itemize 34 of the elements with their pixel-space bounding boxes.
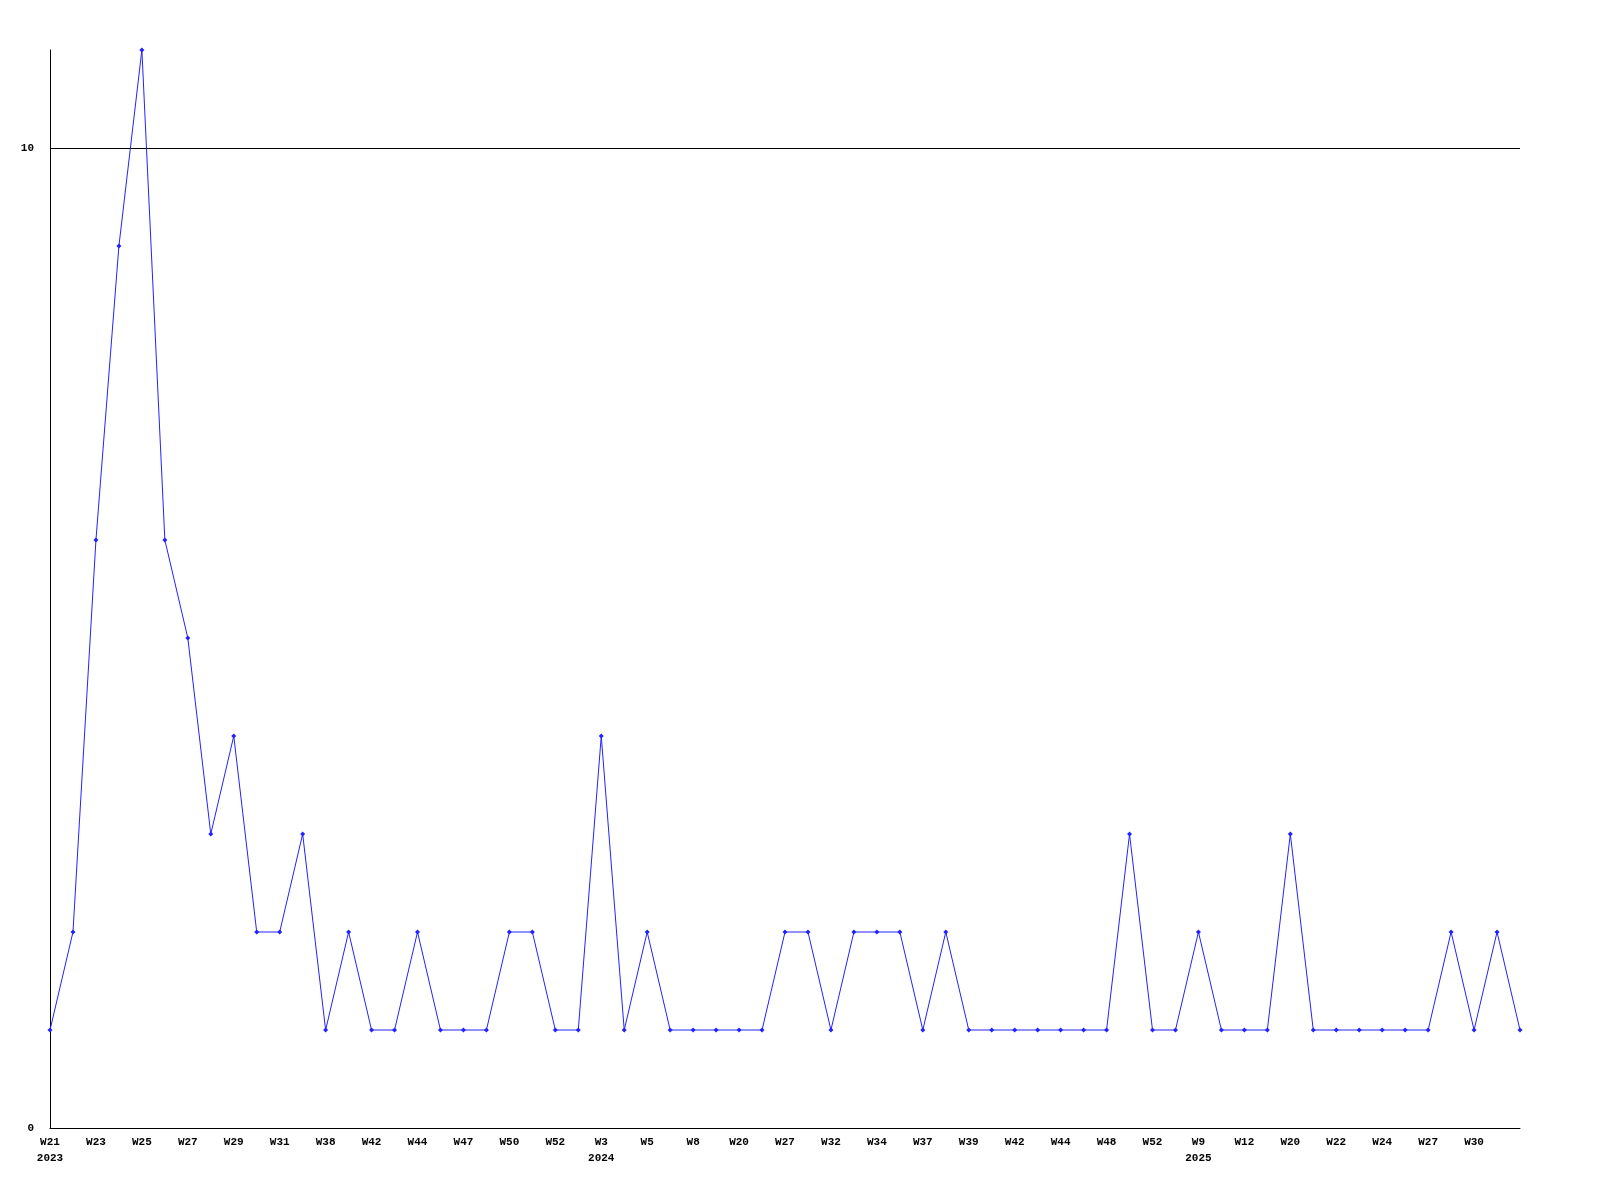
x-tick-label: W25 xyxy=(131,1136,153,1148)
x-tick-label: W50 xyxy=(499,1136,520,1148)
x-tick-label: W23 xyxy=(86,1136,107,1148)
x-tick-label: W22 xyxy=(1326,1136,1347,1148)
x-tick-label: W21 2023 xyxy=(36,1136,64,1164)
x-tick-label: W30 xyxy=(1464,1136,1484,1148)
x-tick-label: W52 xyxy=(545,1136,566,1148)
x-tick-label: W20 xyxy=(729,1136,749,1148)
x-tick-label: W39 xyxy=(958,1136,979,1148)
x-tick-label: W27 xyxy=(775,1136,795,1148)
x-tick-label: W47 xyxy=(453,1136,474,1148)
x-tick-label: W48 xyxy=(1096,1136,1117,1148)
x-tick-label: W42 xyxy=(361,1136,382,1148)
x-tick-label: W44 xyxy=(1050,1136,1071,1148)
x-tick-label: W32 xyxy=(821,1136,841,1148)
x-tick-label: W24 xyxy=(1372,1136,1393,1148)
y-tick-label: 10 xyxy=(20,142,34,154)
x-tick-label: W42 xyxy=(1004,1136,1025,1148)
y-tick-label: 0 xyxy=(27,1122,34,1134)
x-tick-label: W8 xyxy=(686,1136,701,1148)
x-tick-label: W37 xyxy=(912,1136,933,1148)
x-tick-label: W29 xyxy=(223,1136,244,1148)
x-tick-label: W34 xyxy=(866,1136,888,1148)
x-tick-label: W20 xyxy=(1280,1136,1301,1148)
x-tick-label: W5 xyxy=(640,1136,655,1148)
x-tick-label: W38 xyxy=(315,1136,336,1148)
x-tick-label: W44 xyxy=(407,1136,428,1148)
x-tick-label: W27 xyxy=(177,1136,198,1148)
x-tick-label: W27 xyxy=(1418,1136,1439,1148)
x-tick-label: W9 2025 xyxy=(1185,1136,1213,1164)
x-tick-label: W31 xyxy=(269,1136,290,1148)
x-tick-label: W52 xyxy=(1142,1136,1163,1148)
x-tick-label: W12 xyxy=(1234,1136,1255,1148)
x-tick-label: W3 2024 xyxy=(588,1136,615,1164)
